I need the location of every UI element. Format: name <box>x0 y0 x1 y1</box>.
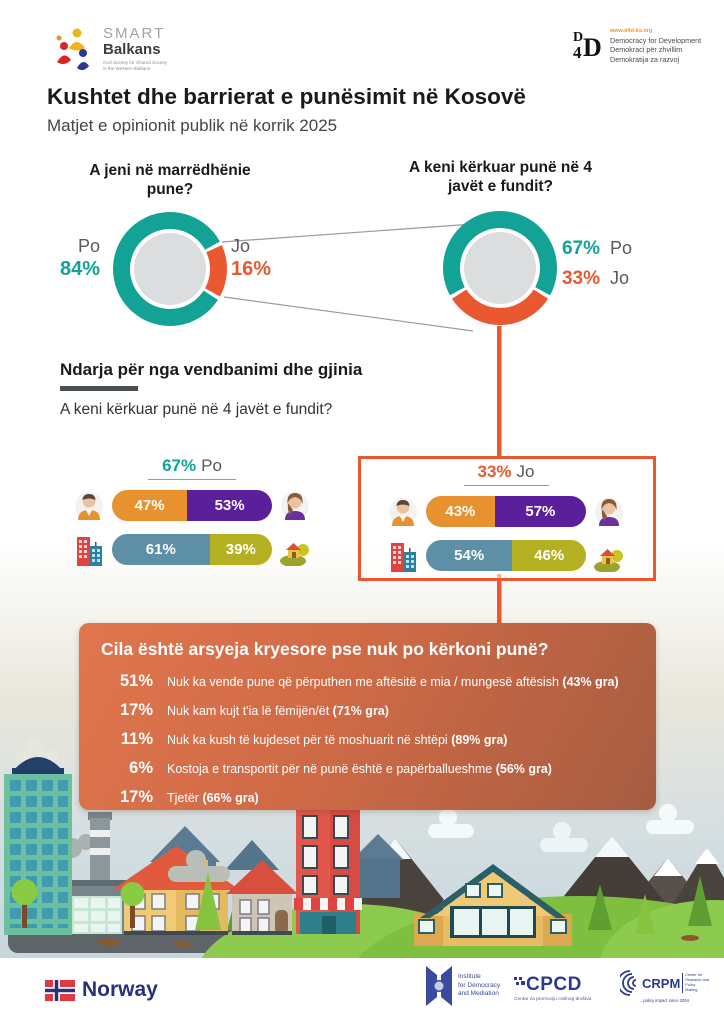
cpcd-tagline: Centar za promociju civilnog društva <box>514 997 592 1002</box>
idm-line-3: and Mediation <box>458 990 499 998</box>
settlement-bar-row: 61% 39% <box>74 534 310 566</box>
d4d-logo: D 4 D www.d4d-ks.org Democracy for Devel… <box>573 28 701 65</box>
red-building <box>290 796 366 934</box>
crpm-side-2: Research and <box>685 978 709 983</box>
cpcd-label: CPCD <box>526 974 582 995</box>
donut-chart-employment <box>113 212 227 326</box>
donut-chart-job-search <box>443 211 557 325</box>
breakdown-title: Ndarja për nga vendbanimi dhe gjinia <box>60 360 363 379</box>
bar-group-jo: 33% Jo 43% 57% <box>388 462 624 584</box>
reason-item: 17% Tjetër (66% gra) <box>119 788 259 806</box>
smart-logo-name-top: SMART <box>103 25 166 42</box>
donut1-no-label: Jo 16% <box>231 236 272 280</box>
cityscape-illustration <box>4 738 724 958</box>
idm-logo: Institute for Democracy and Mediation <box>426 966 500 1006</box>
smart-logo-name-bottom: Balkans <box>103 41 161 58</box>
d4d-line-1: Democracy for Development <box>610 35 702 45</box>
reasons-panel: Cila është arsyeja kryesore pse nuk po k… <box>79 623 656 810</box>
city-icon <box>77 536 102 566</box>
crpm-label: CRPM <box>642 975 681 991</box>
d4d-website: www.d4d-ks.org <box>610 28 653 34</box>
woman-icon <box>281 491 309 520</box>
breakdown-question: A keni kërkuar punë në 4 javët e fundit? <box>60 401 333 418</box>
reason-item: 11% Nuk ka kush të kujdeset për të moshu… <box>120 730 508 748</box>
smart-balkans-logo: SMART Balkans Civil Society for Shared S… <box>55 26 167 72</box>
smart-logo-tagline-2: in the Western Balkans <box>103 66 151 72</box>
smart-balkans-logo-icon <box>56 28 89 71</box>
gender-bar-row: 47% 53% <box>74 490 310 521</box>
d4d-line-3: Demokratija za razvoj <box>610 55 680 65</box>
donut2-legend: 67% Po 33% Jo <box>552 238 632 298</box>
man-icon <box>75 491 103 520</box>
donut1-yes-label: Po 84% <box>59 236 100 280</box>
crpm-tagline: ...policy impact since 2004 <box>639 998 690 1003</box>
gray-house <box>226 860 298 935</box>
d4d-logo-icon: D 4 D <box>573 30 602 62</box>
woman-icon <box>595 497 623 526</box>
norway-logo: Norway <box>45 978 158 1002</box>
cpcd-logo-icon <box>514 977 525 985</box>
village-icon <box>280 542 309 566</box>
idm-line-1: Institute <box>458 972 481 980</box>
lodge-building <box>414 864 572 946</box>
reason-item: 6% Kostoja e transportit për në punë ësh… <box>129 759 552 777</box>
question-job-search: A keni kërkuar punë në 4 javët e fundit? <box>409 159 592 196</box>
idm-logo-icon <box>426 966 452 1006</box>
street-trees <box>11 872 221 930</box>
group-heading-jo: 33% Jo <box>388 462 624 486</box>
crpm-logo: CRPM Center for Research and Policy Maki… <box>620 970 709 1003</box>
svg-text:4: 4 <box>573 43 582 62</box>
svg-text:D: D <box>573 30 583 45</box>
reason-item: 51% Nuk ka vende pune që përputhen me af… <box>119 672 619 690</box>
teal-tower <box>4 757 72 935</box>
man-icon <box>389 497 417 526</box>
d4d-line-2: Demokraci për zhvillim <box>610 45 683 55</box>
cpcd-logo: CPCD Centar za promociju civilnog društv… <box>514 974 591 1002</box>
page-title: Kushtet dhe barrierat e punësimit në Kos… <box>47 84 526 109</box>
village-icon <box>594 548 623 572</box>
norway-label: Norway <box>82 978 158 1001</box>
bar-group-po: 67% Po 47% 53% <box>74 456 310 578</box>
svg-text:D: D <box>583 33 602 62</box>
reasons-title: Cila është arsyeja kryesore pse nuk po k… <box>101 639 549 659</box>
legend-row-no: 33% Jo <box>561 268 630 289</box>
reason-item: 17% Nuk kam kujt t'ia lë fëmijën/ët (71%… <box>119 701 389 719</box>
city-icon <box>391 542 416 572</box>
legend-row-yes: 67% Po <box>561 238 633 259</box>
crpm-side-4: Making <box>685 987 698 992</box>
gender-bar-row: 43% 57% <box>388 496 624 527</box>
breakdown-section-header: Ndarja për nga vendbanimi dhe gjinia A k… <box>60 360 660 419</box>
group-heading-po: 67% Po <box>74 456 310 480</box>
crpm-side-1: Center for <box>685 973 703 978</box>
norway-flag-icon <box>45 979 75 1001</box>
footer: Norway Institute for Democracy and Media… <box>0 958 724 1024</box>
title-underline <box>60 386 138 391</box>
crpm-side-3: Policy <box>685 983 696 987</box>
crpm-arcs-icon <box>620 970 637 996</box>
awning <box>294 898 362 910</box>
smart-logo-tagline-1: Civil Society for Shared Society <box>103 60 168 66</box>
question-employment: A jeni në marrëdhënie pune? <box>89 162 251 199</box>
idm-line-2: for Democracy <box>458 981 501 989</box>
settlement-bar-row: 54% 46% <box>388 540 624 572</box>
page-subtitle: Matjet e opinionit publik në korrik 2025 <box>47 116 338 135</box>
connector-lines <box>221 223 502 624</box>
